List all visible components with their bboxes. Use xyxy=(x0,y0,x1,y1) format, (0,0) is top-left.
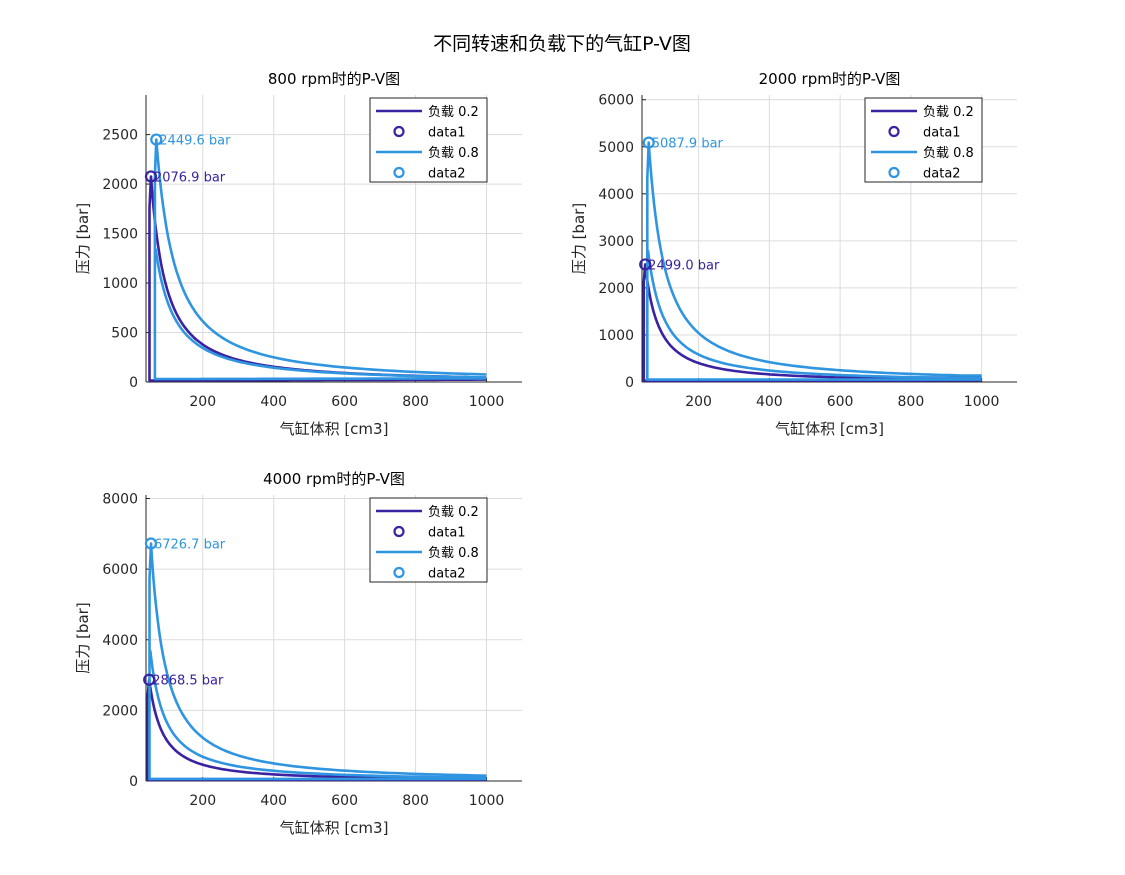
x-tick-label: 800 xyxy=(402,394,429,410)
legend-marker-swatch xyxy=(393,166,405,179)
subplot-title: 2000 rpm时的P-V图 xyxy=(759,70,901,88)
y-tick-label: 5000 xyxy=(598,140,634,156)
legend-label: 负载 0.8 xyxy=(428,546,479,561)
peak-marker xyxy=(143,673,156,686)
legend-label: data2 xyxy=(923,167,961,182)
legend-label: data2 xyxy=(428,567,466,582)
series-line-2 xyxy=(645,141,982,381)
y-tick-label: 1000 xyxy=(102,276,138,292)
legend-marker-swatch xyxy=(888,166,900,179)
legend-label: data1 xyxy=(428,526,466,541)
y-tick-label: 2000 xyxy=(102,177,138,193)
x-tick-label: 800 xyxy=(898,394,925,410)
legend-marker-swatch xyxy=(393,525,405,538)
subplot-3: 200 400 600 800 1000 0 2000 4000 6000 8000 4000 rp… xyxy=(74,470,522,837)
legend: 负载 0.2 data1 负载 0.8 data2 xyxy=(369,97,488,183)
peak-annotation: 6726.7 bar xyxy=(154,537,226,552)
peak-annotation: 2076.9 bar xyxy=(154,170,226,185)
x-tick-label: 200 xyxy=(685,394,712,410)
peak-annotation: 2499.0 bar xyxy=(648,258,720,273)
peak-marker xyxy=(150,133,163,146)
x-tick-label: 200 xyxy=(189,394,216,410)
series-branch-line xyxy=(646,250,982,380)
y-tick-label: 0 xyxy=(129,774,138,790)
legend-label: 负载 0.2 xyxy=(923,105,974,120)
y-tick-label: 0 xyxy=(625,375,634,391)
legend-label: 负载 0.2 xyxy=(428,505,479,520)
legend-marker-swatch xyxy=(393,125,405,138)
peak-marker xyxy=(642,136,655,149)
y-axis-label: 压力 [bar] xyxy=(74,203,92,274)
x-tick-label: 200 xyxy=(189,793,216,809)
y-tick-label: 2000 xyxy=(598,281,634,297)
y-axis-label: 压力 [bar] xyxy=(570,203,588,274)
subplots: 200 400 600 800 100005001000150020002500800 … xyxy=(74,70,1017,837)
x-axis-label: 气缸体积 [cm3] xyxy=(280,420,389,438)
y-tick-label: 1500 xyxy=(102,227,138,243)
peak-marker xyxy=(144,537,158,550)
x-tick-label: 400 xyxy=(260,394,287,410)
y-tick-label: 0 xyxy=(129,375,138,391)
legend-label: data2 xyxy=(428,167,466,182)
y-tick-label: 6000 xyxy=(598,93,634,109)
y-tick-label: 4000 xyxy=(598,187,634,203)
y-tick-label: 8000 xyxy=(102,492,138,508)
legend-label: data1 xyxy=(428,126,466,141)
x-axis-label: 气缸体积 [cm3] xyxy=(775,420,884,438)
x-tick-label: 1000 xyxy=(964,394,1000,410)
peak-annotation: 5087.9 bar xyxy=(652,137,724,152)
legend: 负载 0.2 data1 负载 0.8 data2 xyxy=(369,497,488,583)
y-tick-label: 1000 xyxy=(598,328,634,344)
subplot-title: 4000 rpm时的P-V图 xyxy=(263,470,405,488)
series-branch-line xyxy=(149,650,487,780)
x-tick-label: 400 xyxy=(756,394,783,410)
x-tick-label: 800 xyxy=(402,793,429,809)
peak-annotation: 2449.6 bar xyxy=(159,134,231,149)
legend-label: 负载 0.2 xyxy=(428,105,479,120)
y-tick-label: 2000 xyxy=(102,703,138,719)
legend-label: 负载 0.8 xyxy=(923,146,974,161)
legend: 负载 0.2 data1 负载 0.8 data2 xyxy=(864,97,983,183)
x-tick-label: 1000 xyxy=(469,394,505,410)
x-tick-label: 400 xyxy=(260,793,287,809)
series-line-2 xyxy=(148,542,487,781)
x-tick-label: 600 xyxy=(331,394,358,410)
y-tick-label: 2500 xyxy=(102,128,138,144)
x-axis-label: 气缸体积 [cm3] xyxy=(280,819,389,837)
series-line-2 xyxy=(153,138,487,381)
y-tick-label: 6000 xyxy=(102,562,138,578)
x-tick-label: 600 xyxy=(331,793,358,809)
series-branch-line xyxy=(154,248,487,379)
y-axis-label: 压力 [bar] xyxy=(74,602,92,673)
legend-marker-swatch xyxy=(393,566,405,579)
peak-marker xyxy=(144,170,158,183)
subplot-1: 200 400 600 800 1000 0 500 1000 1500 2000 2500 800 … xyxy=(74,70,522,438)
peak-annotation: 2868.5 bar xyxy=(152,674,224,689)
legend-marker-swatch xyxy=(888,125,900,138)
x-tick-label: 1000 xyxy=(469,793,505,809)
y-tick-label: 3000 xyxy=(598,234,634,250)
y-tick-label: 500 xyxy=(111,326,138,342)
figure-title: 不同转速和负载下的气缸P-V图 xyxy=(433,33,691,55)
subplot-title: 800 rpm时的P-V图 xyxy=(268,70,400,88)
subplot-2: 200 400 600 800 1000 0 1000 2000 3000 4000 5000 600… xyxy=(570,70,1017,438)
peak-marker xyxy=(639,258,652,271)
y-tick-label: 4000 xyxy=(102,633,138,649)
legend-label: 负载 0.8 xyxy=(428,146,479,161)
x-tick-label: 600 xyxy=(827,394,854,410)
legend-label: data1 xyxy=(923,126,961,141)
